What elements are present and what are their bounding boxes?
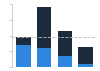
Bar — [78, 47, 93, 64]
Bar — [16, 45, 31, 67]
Bar — [37, 48, 51, 67]
Bar — [78, 64, 93, 67]
Bar — [58, 56, 72, 67]
Bar — [58, 31, 72, 56]
Bar — [16, 37, 31, 45]
Bar — [37, 7, 51, 48]
